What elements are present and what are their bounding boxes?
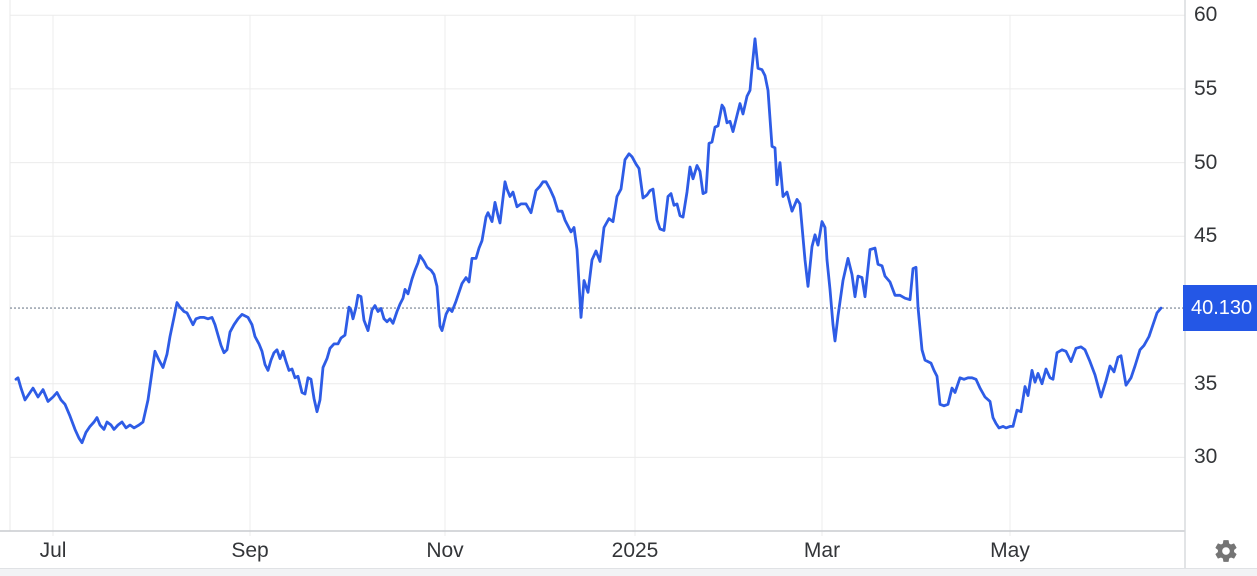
gear-icon <box>1215 540 1237 562</box>
x-axis-tick-label: Jul <box>39 539 67 562</box>
y-axis-tick-label: 30 <box>1194 445 1218 469</box>
x-axis-tick-label: May <box>990 539 1030 562</box>
price-line-series <box>14 37 1163 445</box>
x-axis-tick-label: Mar <box>803 539 841 562</box>
widget-bottom-edge <box>0 568 1257 576</box>
x-axis-tick-label: Nov <box>426 539 464 562</box>
x-axis-tick-label: 2025 <box>611 539 659 562</box>
settings-button[interactable] <box>1213 537 1241 565</box>
y-axis-tick-label: 55 <box>1194 76 1218 100</box>
y-axis-tick-label: 35 <box>1194 371 1218 395</box>
current-price-badge: 40.130 <box>1183 285 1257 332</box>
x-axis-tick-label: Sep <box>231 539 269 562</box>
y-axis-tick-label: 45 <box>1194 224 1218 248</box>
current-price-value: 40.130 <box>1191 296 1253 319</box>
y-axis-tick-label: 60 <box>1194 3 1218 27</box>
y-axis-tick-label: 50 <box>1194 150 1218 174</box>
